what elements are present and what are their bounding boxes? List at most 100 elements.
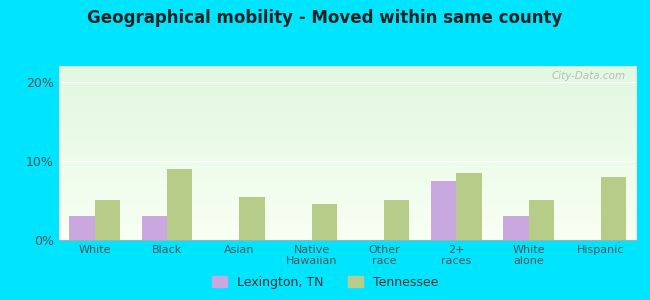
Bar (58, 204, 637, 205)
Bar (167, 169, 192, 240)
Bar (601, 177, 626, 240)
Bar (384, 200, 410, 240)
Bar (58, 88, 637, 89)
Bar (58, 89, 637, 90)
Bar (58, 164, 637, 165)
Bar (58, 214, 637, 215)
Bar (58, 191, 637, 192)
Bar (58, 213, 637, 214)
Bar (58, 180, 637, 181)
Bar (58, 209, 637, 210)
Text: Geographical mobility - Moved within same county: Geographical mobility - Moved within sam… (87, 9, 563, 27)
Bar (58, 236, 637, 237)
Bar (58, 137, 637, 138)
Bar (58, 80, 637, 81)
Bar (58, 153, 637, 154)
Bar (58, 117, 637, 118)
Bar (58, 146, 637, 147)
Bar (58, 219, 637, 220)
Bar (58, 124, 637, 125)
Bar (70, 216, 95, 240)
Bar (58, 199, 637, 200)
Bar (58, 163, 637, 164)
Bar (58, 232, 637, 233)
Bar (58, 170, 637, 171)
Bar (58, 116, 637, 117)
Bar (58, 198, 637, 199)
Bar (58, 103, 637, 104)
Bar (58, 224, 637, 225)
Bar (58, 83, 637, 84)
Bar (58, 106, 637, 107)
Bar (58, 151, 637, 152)
Bar (58, 136, 637, 137)
Bar (58, 127, 637, 128)
Bar (58, 68, 637, 69)
Bar (58, 225, 637, 226)
Bar (58, 66, 637, 67)
Bar (58, 73, 637, 74)
Bar (58, 201, 637, 202)
Bar (58, 148, 637, 149)
Bar (58, 156, 637, 157)
Bar (58, 179, 637, 180)
Bar (58, 141, 637, 142)
Bar (58, 173, 637, 174)
Bar (58, 82, 637, 83)
Bar (58, 113, 637, 114)
Bar (528, 200, 554, 240)
Bar (58, 186, 637, 187)
Bar (58, 119, 637, 120)
Bar (58, 111, 637, 112)
Bar (58, 93, 637, 94)
Bar (58, 138, 637, 139)
Bar (58, 197, 637, 198)
Bar (58, 70, 637, 71)
Bar (58, 166, 637, 167)
Bar (58, 168, 637, 169)
Bar (58, 142, 637, 143)
Bar (58, 98, 637, 99)
Bar (58, 234, 637, 235)
Bar (58, 85, 637, 86)
Bar (58, 233, 637, 234)
Bar (58, 205, 637, 206)
Bar (58, 193, 637, 194)
Bar (58, 122, 637, 123)
Bar (142, 216, 167, 240)
Bar (58, 95, 637, 96)
Bar (311, 204, 337, 240)
Bar (58, 211, 637, 212)
Bar (95, 200, 120, 240)
Bar (58, 94, 637, 95)
Bar (58, 167, 637, 168)
Bar (58, 165, 637, 166)
Bar (58, 174, 637, 175)
Bar (58, 118, 637, 119)
Bar (58, 109, 637, 110)
Bar (58, 237, 637, 238)
Bar (58, 114, 637, 115)
Bar (58, 120, 637, 121)
Bar (58, 176, 637, 177)
Bar (58, 185, 637, 186)
Bar (58, 115, 637, 116)
Bar (58, 206, 637, 207)
Bar (58, 100, 637, 101)
Bar (58, 203, 637, 204)
Bar (58, 82, 637, 83)
Bar (58, 223, 637, 224)
Bar (58, 239, 637, 240)
Bar (58, 189, 637, 190)
Bar (58, 102, 637, 103)
Bar (58, 202, 637, 203)
Bar (58, 159, 637, 160)
Text: City-Data.com: City-Data.com (551, 71, 625, 81)
Bar (58, 207, 637, 208)
Bar (58, 158, 637, 159)
Bar (58, 161, 637, 162)
Bar (58, 230, 637, 231)
Bar (58, 87, 637, 88)
Bar (58, 152, 637, 153)
Bar (58, 221, 637, 222)
